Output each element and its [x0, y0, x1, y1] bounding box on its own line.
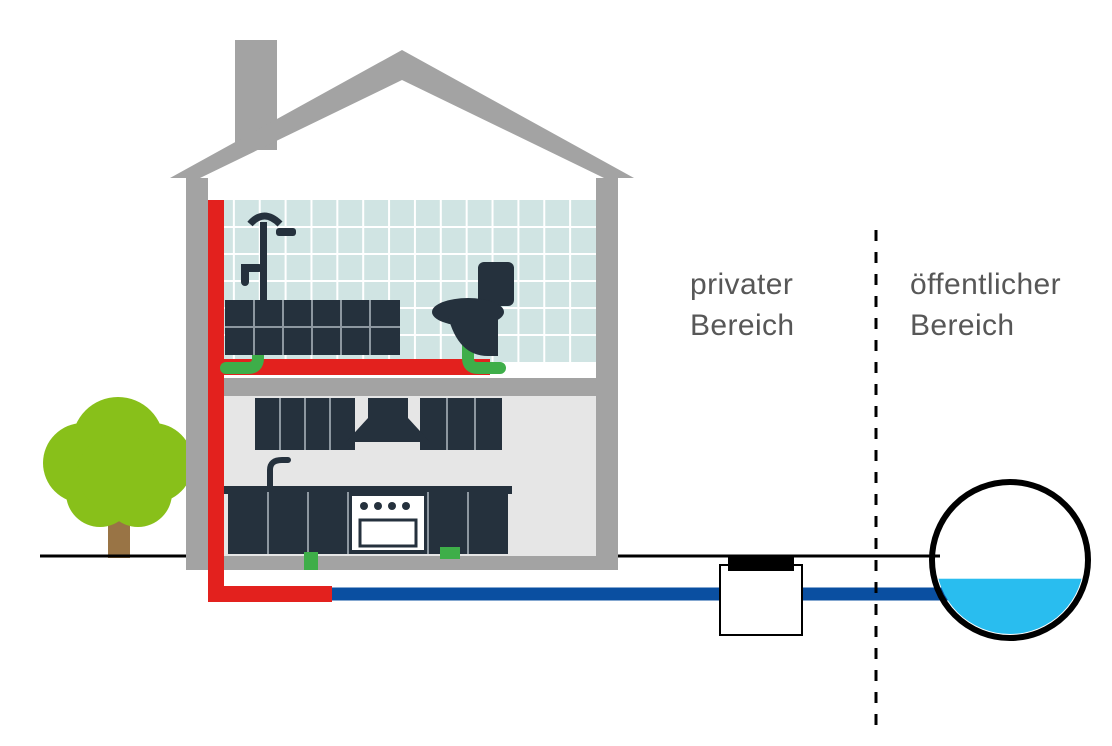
upper-cabinet-right [420, 398, 502, 450]
label-private-area: privater Bereich [690, 265, 795, 346]
label-private-line2: Bereich [690, 309, 795, 342]
label-public-line1: öffentlicher [910, 268, 1061, 301]
inspection-box [720, 565, 802, 635]
floor-drain [440, 547, 460, 559]
inspection-box-lid [728, 557, 794, 571]
label-private-line1: privater [690, 268, 793, 301]
label-public-line2: Bereich [910, 309, 1015, 342]
floor-drain [304, 552, 318, 570]
diagram [0, 0, 1112, 746]
sewer-water [932, 579, 1088, 735]
label-public-area: öffentlicher Bereich [910, 265, 1061, 346]
